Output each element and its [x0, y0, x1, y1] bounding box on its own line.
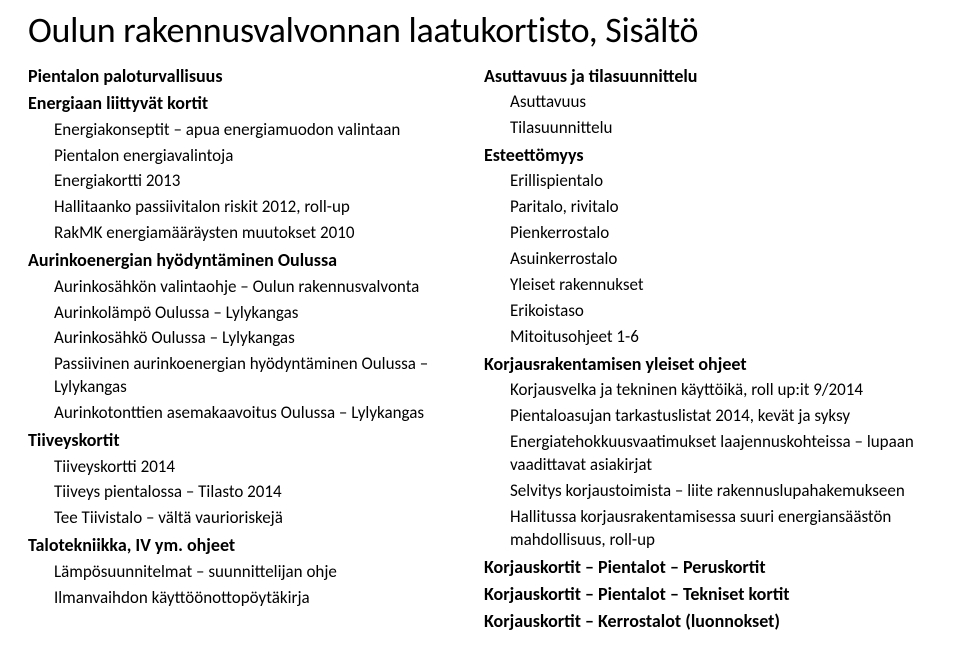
list-item: Hallitaanko passiivitalon riskit 2012, r… [28, 196, 458, 219]
two-column-layout: Pientalon paloturvallisuus Energiaan lii… [28, 64, 932, 637]
section-heading: Korjauskortit – Pientalot – Tekniset kor… [484, 582, 932, 606]
list-item: Energiakortti 2013 [28, 170, 458, 193]
list-item: Korjausvelka ja tekninen käyttöikä, roll… [484, 379, 932, 402]
page-title: Oulun rakennusvalvonnan laatukortisto, S… [28, 8, 932, 52]
list-item: Aurinkosähkö Oulussa – Lylykangas [28, 327, 458, 350]
list-item: Tee Tiivistalo – vältä vaurioriskejä [28, 507, 458, 530]
list-item: Hallitussa korjausrakentamisessa suuri e… [484, 506, 932, 552]
list-item: Paritalo, rivitalo [484, 196, 932, 219]
right-column: Asuttavuus ja tilasuunnittelu Asuttavuus… [484, 64, 932, 637]
list-item: Pienkerrostalo [484, 222, 932, 245]
section-heading: Aurinkoenergian hyödyntäminen Oulussa [28, 248, 458, 272]
section-heading: Asuttavuus ja tilasuunnittelu [484, 64, 932, 88]
list-item: Energiakonseptit – apua energiamuodon va… [28, 119, 458, 142]
list-item: Mitoitusohjeet 1-6 [484, 326, 932, 349]
section-heading: Esteettömyys [484, 143, 932, 167]
list-item: Aurinkosähkön valintaohje – Oulun rakenn… [28, 276, 458, 299]
list-item: Asuinkerrostalo [484, 248, 932, 271]
list-item: Erikoistaso [484, 300, 932, 323]
section-heading: Korjauskortit – Kerrostalot (luonnokset) [484, 609, 932, 633]
list-item: Lämpösuunnitelmat – suunnittelijan ohje [28, 561, 458, 584]
list-item: Selvitys korjaustoimista – liite rakennu… [484, 480, 932, 503]
list-item: Tilasuunnittelu [484, 117, 932, 140]
list-item: Aurinkolämpö Oulussa – Lylykangas [28, 302, 458, 325]
list-item: RakMK energiamääräysten muutokset 2010 [28, 222, 458, 245]
list-item: Erillispientalo [484, 170, 932, 193]
list-item: Tiiveys pientalossa – Tilasto 2014 [28, 481, 458, 504]
list-item: Yleiset rakennukset [484, 274, 932, 297]
list-item: Passiivinen aurinkoenergian hyödyntämine… [28, 353, 458, 399]
list-item: Energiatehokkuusvaatimukset laajennuskoh… [484, 431, 932, 477]
section-heading: Tiiveyskortit [28, 428, 458, 452]
document-page: Oulun rakennusvalvonnan laatukortisto, S… [0, 0, 960, 647]
list-item: Pientaloasujan tarkastuslistat 2014, kev… [484, 405, 932, 428]
section-heading: Energiaan liittyvät kortit [28, 91, 458, 115]
left-column: Pientalon paloturvallisuus Energiaan lii… [28, 64, 458, 637]
list-item: Tiiveyskortti 2014 [28, 456, 458, 479]
section-heading: Pientalon paloturvallisuus [28, 64, 458, 88]
section-heading: Korjauskortit – Pientalot – Peruskortit [484, 555, 932, 579]
list-item: Asuttavuus [484, 91, 932, 114]
section-heading: Korjausrakentamisen yleiset ohjeet [484, 352, 932, 376]
section-heading: Talotekniikka, IV ym. ohjeet [28, 533, 458, 557]
list-item: Pientalon energiavalintoja [28, 145, 458, 168]
list-item: Ilmanvaihdon käyttöönottopöytäkirja [28, 587, 458, 610]
list-item: Aurinkotonttien asemakaavoitus Oulussa –… [28, 402, 458, 425]
